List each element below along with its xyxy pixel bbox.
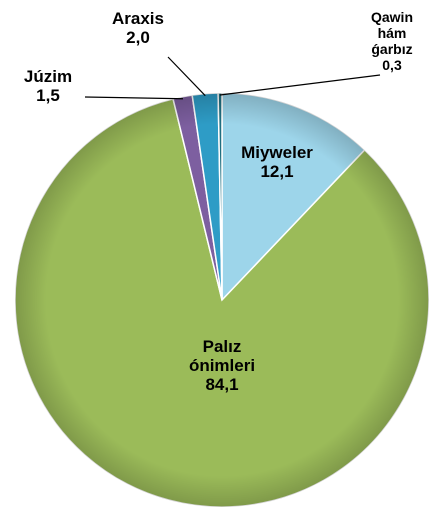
leader-line (167, 56, 206, 97)
label-line: Araxis (112, 9, 164, 28)
category-label: Júzim (24, 67, 72, 86)
value-label: 12,1 (260, 162, 293, 181)
value-label: 2,0 (126, 28, 150, 47)
category-label: Qawin hám ǵarbız (371, 9, 413, 57)
value-label: 0,3 (382, 57, 402, 73)
category-label: Miyweler (241, 143, 313, 162)
category-label: Araxis (112, 9, 164, 28)
leader-line (84, 96, 183, 100)
label-line: Júzim (24, 67, 72, 86)
category-label: Palız ónimleri (189, 337, 255, 375)
label-line: Palız (203, 337, 242, 356)
label-line: Miyweler (241, 143, 313, 162)
label-line: ónimleri (189, 356, 255, 375)
label-line: Qawin (371, 9, 413, 25)
value-label: 1,5 (36, 86, 60, 105)
label-line: hám (378, 25, 407, 41)
leader-line (219, 74, 381, 96)
value-label: 84,1 (205, 375, 238, 394)
label-line: ǵarbız (371, 41, 412, 57)
